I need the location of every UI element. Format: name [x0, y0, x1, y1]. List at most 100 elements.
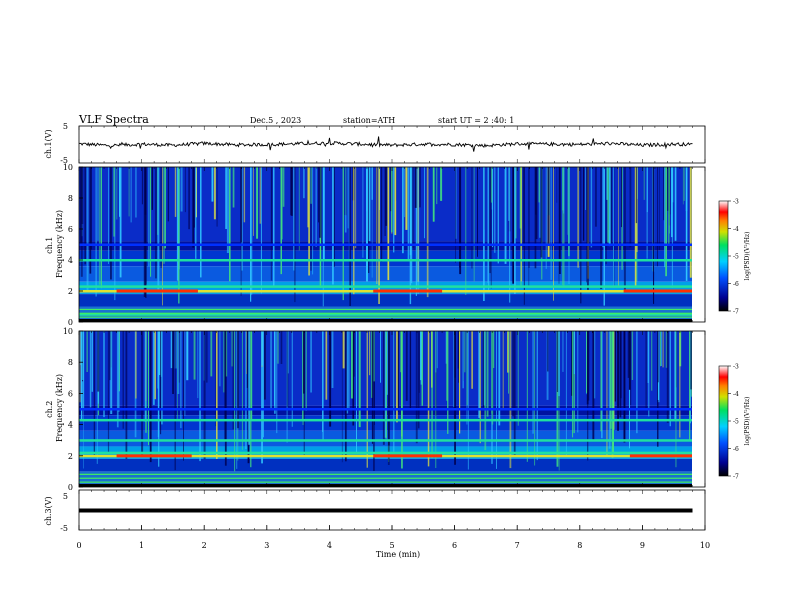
- sferic-streak: [167, 167, 169, 222]
- sferic-streak: [445, 331, 447, 364]
- ytick-label: 2: [68, 287, 73, 296]
- sferic-streak: [148, 167, 150, 267]
- xtick-label: 5: [389, 541, 394, 550]
- sferic-streak: [332, 167, 334, 285]
- figure-title: VLF Spectra: [78, 113, 149, 126]
- sferic-streak: [216, 331, 218, 459]
- sferic-streak: [355, 167, 357, 249]
- sferic-streak: [176, 167, 179, 281]
- sferic-streak: [493, 331, 495, 368]
- sferic-streak: [453, 331, 455, 408]
- sferic-streak: [151, 167, 153, 210]
- sferic-streak: [409, 167, 412, 256]
- ch1-ytick-top: 5: [63, 122, 68, 131]
- sferic-streak: [308, 167, 310, 276]
- sferic-streak: [608, 167, 611, 247]
- sferic-streak: [276, 331, 278, 434]
- sferic-streak: [250, 331, 252, 468]
- sferic-streak: [107, 331, 110, 453]
- sferic-streak: [373, 331, 375, 382]
- sferic-streak: [210, 331, 213, 377]
- sferic-streak: [617, 331, 619, 431]
- sferic-streak: [491, 331, 494, 425]
- sferic-streak: [478, 331, 480, 418]
- sferic-streak: [412, 167, 414, 248]
- narrowband-line: [79, 313, 692, 316]
- sferic-streak: [415, 331, 418, 444]
- spectrogram-band: [79, 241, 692, 251]
- sferic-streak: [427, 331, 430, 467]
- sferic-streak: [263, 331, 264, 438]
- sferic-streak: [216, 167, 218, 227]
- sferic-streak: [116, 167, 118, 220]
- sferic-streak: [663, 167, 665, 221]
- sferic-streak: [689, 167, 692, 278]
- sferic-streak: [602, 167, 604, 248]
- narrowband-segment: [623, 289, 692, 293]
- sferic-streak: [303, 331, 305, 456]
- sferic-streak: [465, 167, 467, 295]
- ytick-label: 10: [63, 163, 73, 172]
- low-freq-line: [79, 473, 692, 475]
- narrowband-segment: [629, 454, 692, 458]
- ch2-colorbar-label: log(PSD)(V²/Hz): [744, 397, 751, 446]
- sferic-streak: [397, 331, 399, 412]
- sferic-streak: [246, 331, 248, 388]
- xtick-label: 4: [327, 541, 332, 550]
- spectrogram-band: [79, 250, 692, 267]
- sferic-streak: [195, 167, 197, 259]
- sferic-streak: [514, 167, 516, 294]
- sferic-streak: [110, 167, 112, 280]
- narrowband-segment: [373, 454, 443, 458]
- sferic-streak: [494, 167, 496, 253]
- sferic-streak: [635, 167, 638, 224]
- xtick-label: 9: [640, 541, 645, 550]
- sferic-streak: [479, 331, 481, 444]
- sferic-streak: [401, 331, 403, 431]
- ch2-ylabel-channel: ch.2: [45, 401, 54, 418]
- sferic-streak: [322, 167, 324, 307]
- sferic-streak: [109, 331, 111, 381]
- sferic-streak: [508, 167, 510, 221]
- sferic-streak: [374, 331, 375, 425]
- narrowband-line: [79, 285, 692, 288]
- spectrogram-baseline: [79, 319, 692, 322]
- sferic-streak: [248, 331, 250, 445]
- sferic-streak: [512, 331, 514, 417]
- sferic-streak: [385, 167, 388, 226]
- sferic-streak: [97, 167, 99, 241]
- narrowband-line: [79, 439, 692, 442]
- spectrogram-band: [79, 430, 692, 447]
- sferic-streak: [277, 331, 279, 364]
- sferic-streak: [376, 167, 378, 285]
- sferic-streak: [477, 167, 478, 257]
- sferic-streak: [657, 331, 659, 447]
- sferic-streak: [692, 167, 693, 220]
- sferic-streak: [643, 167, 645, 200]
- sferic-streak: [666, 167, 669, 211]
- sferic-streak: [172, 331, 174, 394]
- narrowband-line: [79, 451, 692, 455]
- sferic-streak: [307, 167, 309, 228]
- sferic-streak: [341, 331, 343, 463]
- sferic-streak: [353, 167, 355, 295]
- xtick-label: 7: [515, 541, 520, 550]
- sferic-streak: [345, 331, 347, 462]
- sferic-streak: [141, 331, 144, 457]
- sferic-streak: [117, 331, 120, 412]
- xtick-label: 1: [139, 541, 144, 550]
- sferic-streak: [241, 331, 243, 450]
- ytick-label: 6: [68, 225, 73, 234]
- sferic-streak: [621, 167, 622, 228]
- sferic-streak: [261, 331, 264, 366]
- sferic-streak: [409, 331, 412, 409]
- sferic-streak: [512, 167, 515, 284]
- sferic-streak: [483, 167, 485, 301]
- sferic-streak: [391, 167, 393, 232]
- sferic-streak: [657, 167, 658, 267]
- narrowband-line: [79, 408, 692, 411]
- sferic-streak: [245, 331, 247, 449]
- sferic-streak: [507, 331, 510, 373]
- sferic-streak: [605, 167, 607, 265]
- sferic-streak: [528, 167, 530, 268]
